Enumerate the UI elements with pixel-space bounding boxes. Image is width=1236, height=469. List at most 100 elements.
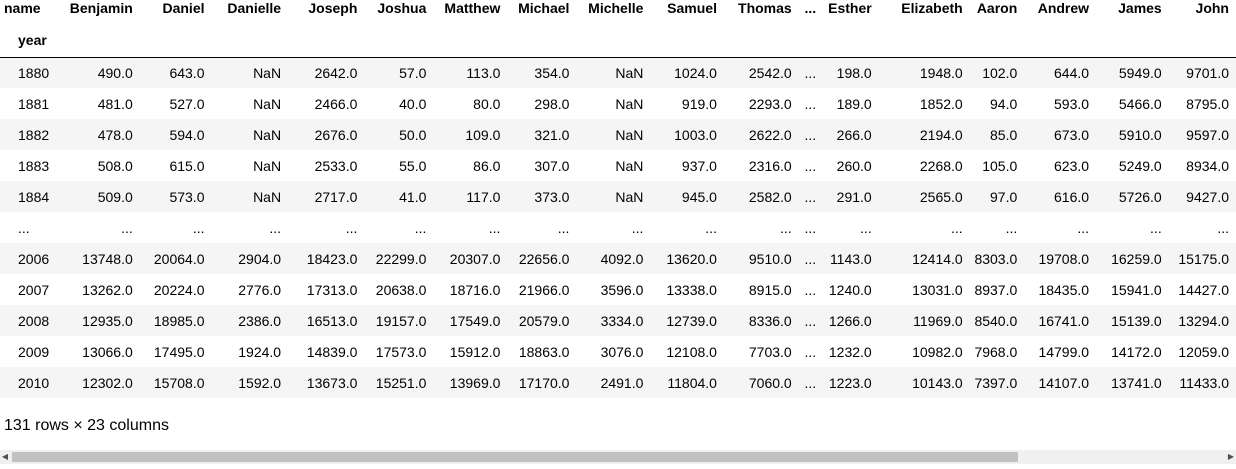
table-cell: 673.0 bbox=[1054, 126, 1090, 143]
column-header: Elizabeth bbox=[901, 0, 963, 16]
column-header-blank bbox=[60, 24, 140, 58]
table-cell: 616.0 bbox=[1054, 188, 1090, 205]
table-cell: 9427.0 bbox=[1186, 188, 1229, 205]
table-cell: ... bbox=[860, 219, 872, 236]
table-cell: ... bbox=[1217, 219, 1229, 236]
table-cell: 12414.0 bbox=[912, 250, 963, 267]
index-header-row: year bbox=[0, 24, 1236, 58]
table-cell: 1024.0 bbox=[674, 64, 717, 81]
row-index: 2009 bbox=[18, 343, 50, 360]
row-index: 2008 bbox=[18, 312, 50, 329]
table-cell: ... bbox=[804, 250, 817, 267]
table-cell: 623.0 bbox=[1054, 157, 1090, 174]
table-cell: 9701.0 bbox=[1186, 64, 1229, 81]
table-cell: 266.0 bbox=[836, 126, 872, 143]
table-cell: 5249.0 bbox=[1118, 157, 1162, 174]
column-header-blank bbox=[211, 24, 289, 58]
table-body: 1880 490.0 643.0 NaN 2642.0 57.0 113.0 354.0 NaN… bbox=[0, 57, 1236, 398]
table-cell: 1240.0 bbox=[828, 281, 872, 298]
table-cell: NaN bbox=[615, 64, 644, 81]
table-cell: 1143.0 bbox=[829, 250, 872, 267]
table-row: 1880 490.0 643.0 NaN 2642.0 57.0 113.0 354.0 NaN… bbox=[0, 57, 1236, 88]
column-header-blank bbox=[288, 24, 365, 58]
table-cell: 20638.0 bbox=[375, 281, 427, 298]
table-cell: 373.0 bbox=[534, 188, 570, 205]
table-cell: 2717.0 bbox=[314, 188, 358, 205]
table-cell: 307.0 bbox=[534, 157, 570, 174]
table-cell: 22656.0 bbox=[518, 250, 570, 267]
column-header-blank bbox=[823, 24, 879, 58]
table-cell: 13620.0 bbox=[666, 250, 717, 267]
table-cell: 2466.0 bbox=[314, 95, 358, 112]
table-cell: NaN bbox=[615, 95, 644, 112]
table-cell: 105.0 bbox=[982, 157, 1018, 174]
table-cell: 2316.0 bbox=[748, 157, 792, 174]
table-cell: NaN bbox=[615, 126, 644, 143]
table-cell: 18985.0 bbox=[153, 312, 205, 329]
column-header: Aaron bbox=[976, 0, 1018, 16]
table-cell: 2268.0 bbox=[919, 157, 963, 174]
table-cell: 8336.0 bbox=[748, 312, 792, 329]
table-cell: 86.0 bbox=[473, 157, 501, 174]
table-cell: 643.0 bbox=[169, 64, 205, 81]
table-cell: ... bbox=[804, 219, 817, 236]
table-cell: 13294.0 bbox=[1178, 312, 1229, 329]
table-cell: 10143.0 bbox=[912, 374, 963, 391]
horizontal-scrollbar[interactable]: ◀ ▶ bbox=[0, 450, 1236, 464]
table-cell: 2904.0 bbox=[238, 250, 282, 267]
table-cell: 5910.0 bbox=[1118, 126, 1162, 143]
table-cell: 20224.0 bbox=[153, 281, 205, 298]
scroll-left-icon[interactable]: ◀ bbox=[1, 452, 9, 461]
row-index: 1880 bbox=[18, 64, 50, 81]
table-cell: 57.0 bbox=[399, 64, 427, 81]
table-cell: 298.0 bbox=[534, 95, 570, 112]
table-cell: ... bbox=[804, 95, 817, 112]
table-cell: NaN bbox=[615, 188, 644, 205]
table-cell: ... bbox=[780, 219, 792, 236]
table-cell: 1232.0 bbox=[828, 343, 872, 360]
table-cell: 14172.0 bbox=[1111, 343, 1162, 360]
table-cell: 18716.0 bbox=[449, 281, 501, 298]
table-cell: ... bbox=[345, 219, 358, 236]
table-cell: 15175.0 bbox=[1178, 250, 1229, 267]
column-header: ... bbox=[804, 0, 817, 16]
table-cell: 13262.0 bbox=[82, 281, 133, 298]
table-cell: 1003.0 bbox=[674, 126, 717, 143]
table-row: 1884 509.0 573.0 NaN 2717.0 41.0 117.0 373.0 NaN… bbox=[0, 181, 1236, 212]
column-header-blank bbox=[650, 24, 724, 58]
table-cell: 2565.0 bbox=[919, 188, 963, 205]
table-cell: 10982.0 bbox=[912, 343, 963, 360]
table-cell: 2676.0 bbox=[314, 126, 358, 143]
dataframe-table: name Benjamin Daniel Danielle Joseph Joshua M… bbox=[0, 0, 1236, 398]
table-cell: 85.0 bbox=[990, 126, 1018, 143]
table-cell: 117.0 bbox=[466, 188, 501, 205]
table-cell: 508.0 bbox=[97, 157, 133, 174]
scrollbar-thumb[interactable] bbox=[12, 452, 1018, 462]
column-header: Thomas bbox=[738, 0, 792, 16]
dataframe-output: name Benjamin Daniel Danielle Joseph Joshua M… bbox=[0, 0, 1236, 398]
row-index: 1881 bbox=[18, 95, 50, 112]
table-cell: 20307.0 bbox=[449, 250, 501, 267]
table-cell: 13748.0 bbox=[82, 250, 133, 267]
table-cell: NaN bbox=[253, 188, 282, 205]
table-cell: 13969.0 bbox=[449, 374, 501, 391]
column-header-row: name Benjamin Daniel Danielle Joseph Joshua M… bbox=[0, 0, 1236, 24]
table-cell: 20064.0 bbox=[153, 250, 205, 267]
column-header-blank bbox=[1096, 24, 1169, 58]
table-cell: 4092.0 bbox=[600, 250, 644, 267]
column-header: Danielle bbox=[227, 0, 282, 16]
table-cell: ... bbox=[557, 219, 570, 236]
table-cell: 102.0 bbox=[982, 64, 1018, 81]
table-cell: 40.0 bbox=[399, 95, 427, 112]
table-cell: 945.0 bbox=[681, 188, 717, 205]
table-cell: ... bbox=[804, 343, 817, 360]
table-cell: 2491.0 bbox=[600, 374, 644, 391]
column-header: Benjamin bbox=[69, 0, 133, 16]
table-cell: 8937.0 bbox=[974, 281, 1018, 298]
table-cell: ... bbox=[121, 219, 133, 236]
scroll-right-icon[interactable]: ▶ bbox=[1227, 452, 1235, 461]
table-row: 1883 508.0 615.0 NaN 2533.0 55.0 86.0 307.0 NaN 9… bbox=[0, 150, 1236, 181]
row-index: 1882 bbox=[18, 126, 50, 143]
table-cell: 14427.0 bbox=[1178, 281, 1229, 298]
column-header: Daniel bbox=[162, 0, 205, 16]
